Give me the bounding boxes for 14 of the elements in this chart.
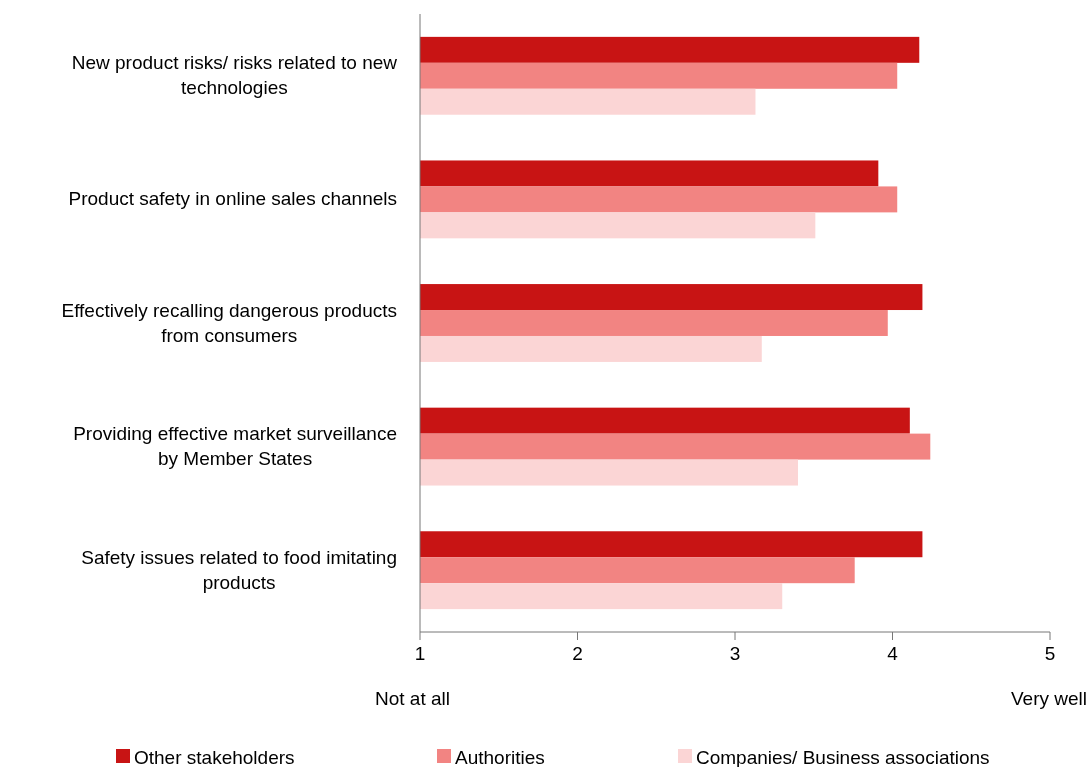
x-tick-label: 4	[887, 643, 899, 664]
y-tick-label: Effectively recalling dangerous products from consumers	[61, 299, 397, 346]
text: Not at all	[375, 688, 450, 709]
legend-label: Other stakeholders	[134, 747, 295, 767]
y-tick-label: Safety issues related to food imitating products	[81, 546, 398, 593]
x-tick-label: 5	[1044, 643, 1056, 664]
y-tick-label: Product safety in online sales channels	[68, 188, 398, 210]
legend-label: Authorities	[455, 747, 545, 767]
x-tick-label: 1	[414, 643, 426, 664]
y-tick-label: Providing effective market surveillance by Member States	[73, 423, 397, 470]
y-tick-label: New product risks/ risks related to new technologies	[71, 52, 398, 99]
text: Very well	[1010, 688, 1087, 709]
x-tick-label: 3	[729, 643, 741, 664]
x-tick-label: 2	[572, 643, 583, 664]
